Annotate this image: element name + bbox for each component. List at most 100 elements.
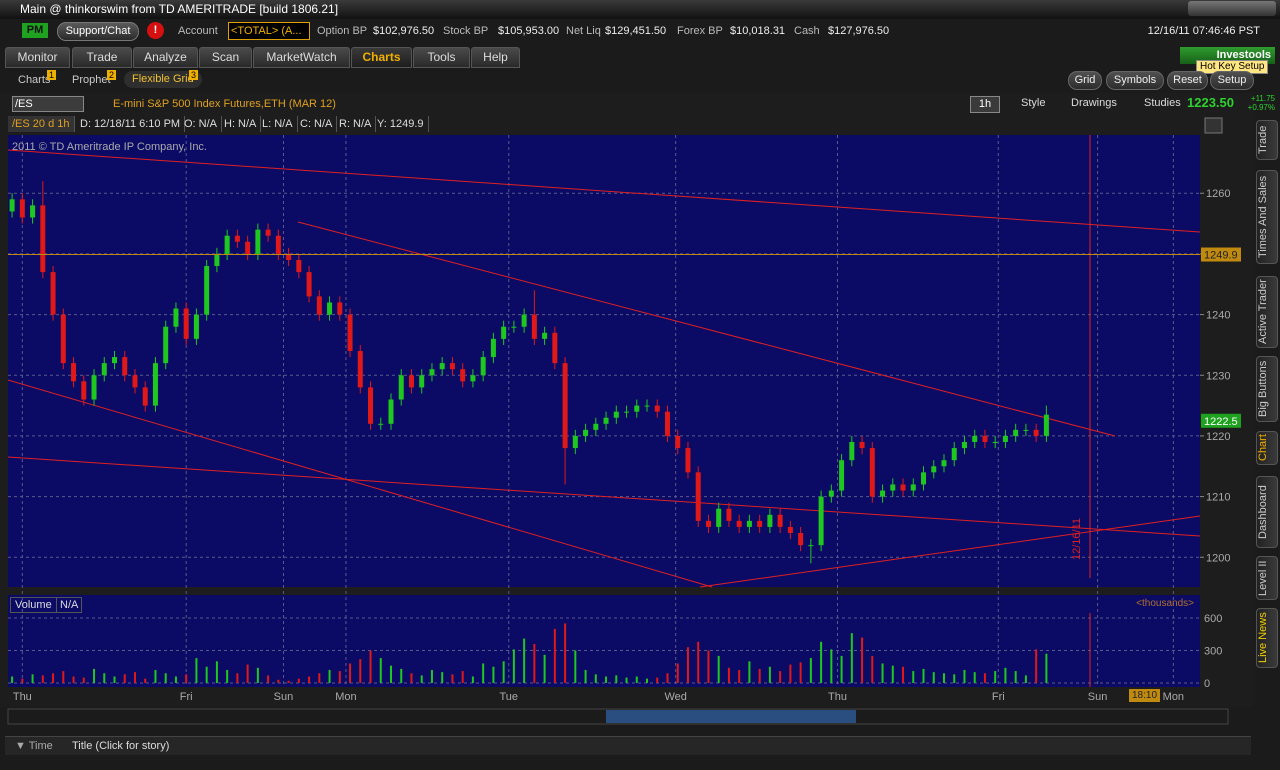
- volume-bar: [1004, 667, 1007, 683]
- support-button[interactable]: Support/Chat: [57, 22, 139, 41]
- tab[interactable]: Trade: [72, 47, 132, 68]
- volume-bar: [738, 669, 741, 683]
- tab[interactable]: Scan: [199, 47, 252, 68]
- volume-bar: [62, 671, 65, 683]
- candle-body: [398, 375, 404, 400]
- volume-bar: [902, 666, 905, 683]
- candle-body: [316, 296, 322, 315]
- candle-body: [306, 272, 312, 297]
- volume-bar: [113, 676, 116, 683]
- x-tick-label: Mon: [1163, 691, 1184, 703]
- candle-body: [777, 514, 783, 527]
- tab[interactable]: Help: [471, 47, 520, 68]
- volume-bar: [809, 658, 812, 683]
- chart-button[interactable]: Reset: [1167, 71, 1208, 90]
- volume-bar: [861, 637, 864, 683]
- volume-bar: [379, 658, 382, 683]
- tab[interactable]: Analyze: [133, 47, 198, 68]
- candle-body: [40, 205, 46, 273]
- side-tab[interactable]: Trade: [1256, 120, 1278, 160]
- info-box: L: N/A: [258, 116, 298, 132]
- side-tab[interactable]: Level II: [1256, 556, 1278, 600]
- candle-body: [368, 387, 374, 424]
- chart-button[interactable]: Symbols: [1106, 71, 1164, 90]
- mode-badge[interactable]: PM: [22, 23, 48, 38]
- volume-bar: [195, 658, 198, 683]
- tab[interactable]: Monitor: [5, 47, 70, 68]
- tool-button[interactable]: Drawings: [1071, 97, 1117, 109]
- tab[interactable]: MarketWatch: [253, 47, 350, 68]
- candle-body: [152, 363, 158, 406]
- tool-button[interactable]: Style: [1021, 97, 1046, 109]
- subtab[interactable]: Prophet: [72, 74, 111, 86]
- volume-bar: [328, 669, 331, 683]
- candle-body: [634, 405, 640, 412]
- scrollbar[interactable]: [7, 708, 1229, 725]
- y-tick-label: 1230: [1206, 370, 1230, 382]
- news-column[interactable]: ▼ Time: [15, 740, 53, 752]
- volume-bar: [748, 661, 751, 683]
- symbol-description: E-mini S&P 500 Index Futures,ETH (MAR 12…: [113, 98, 336, 110]
- info-box: H: N/A: [220, 116, 262, 132]
- axis-button[interactable]: [1204, 117, 1223, 134]
- side-tab[interactable]: Big Buttons: [1256, 356, 1278, 422]
- investools-button[interactable]: Investools: [1180, 47, 1275, 64]
- candle-body: [521, 314, 527, 327]
- y-tick-label: 1260: [1206, 188, 1230, 200]
- chart-button[interactable]: Setup: [1210, 71, 1254, 90]
- tab[interactable]: Charts: [351, 47, 412, 68]
- y-tick-label: 1200: [1206, 552, 1230, 564]
- volume-bar: [1035, 649, 1038, 683]
- scroll-thumb[interactable]: [606, 710, 856, 723]
- candle-body: [716, 508, 722, 527]
- candle-body: [900, 484, 906, 491]
- subtab-active[interactable]: Flexible Grid: [124, 71, 202, 88]
- volume-bar: [410, 673, 413, 683]
- volume-bar: [11, 676, 14, 683]
- volume-bar: [185, 674, 188, 683]
- volume-bar: [318, 673, 321, 683]
- side-tab[interactable]: Times And Sales: [1256, 170, 1278, 264]
- news-column[interactable]: Title (Click for story): [72, 740, 170, 752]
- volume-bar: [953, 674, 956, 683]
- candle-body: [193, 314, 199, 339]
- news-header: ▼ Time Title (Click for story): [5, 736, 1251, 755]
- candle-body: [101, 363, 107, 376]
- symbol-input[interactable]: /ES: [12, 96, 84, 112]
- volume-bar: [820, 641, 823, 683]
- candle-body: [654, 405, 660, 412]
- tab[interactable]: Tools: [413, 47, 470, 68]
- candle-body: [449, 363, 455, 370]
- candle-body: [746, 520, 752, 527]
- window-controls[interactable]: [1188, 1, 1276, 16]
- candle-body: [798, 533, 804, 546]
- volume-bar: [973, 672, 976, 683]
- candle-body: [613, 411, 619, 418]
- candle-body: [931, 466, 937, 473]
- side-tab[interactable]: Live News: [1256, 608, 1278, 668]
- candle-body: [992, 441, 998, 443]
- candle-body: [501, 326, 507, 339]
- candle-body: [839, 460, 845, 491]
- side-tab[interactable]: Active Trader: [1256, 276, 1278, 348]
- window-title: Main @ thinkorswim from TD AMERITRADE [b…: [20, 2, 339, 16]
- volume-bar: [359, 659, 362, 683]
- candle-body: [81, 381, 87, 400]
- volume-bar: [369, 650, 372, 683]
- aggregation[interactable]: 1h: [970, 96, 1000, 113]
- candle-body: [603, 417, 609, 424]
- account-select[interactable]: <TOTAL> (A...: [228, 22, 310, 40]
- trend-line: [699, 515, 1201, 588]
- tool-button[interactable]: Studies: [1144, 97, 1181, 109]
- volume-unit: <thousands>: [1136, 598, 1194, 609]
- side-tab[interactable]: Chart: [1256, 431, 1278, 465]
- chart-button[interactable]: Grid: [1068, 71, 1102, 90]
- candle-body: [1002, 435, 1008, 442]
- alert-button[interactable]: !: [147, 22, 164, 39]
- volume-bar: [174, 676, 177, 683]
- balance-value: $102,976.50: [373, 25, 435, 37]
- side-tab[interactable]: Dashboard: [1256, 476, 1278, 548]
- volume-bar: [41, 675, 44, 683]
- subtab[interactable]: Charts: [18, 74, 51, 86]
